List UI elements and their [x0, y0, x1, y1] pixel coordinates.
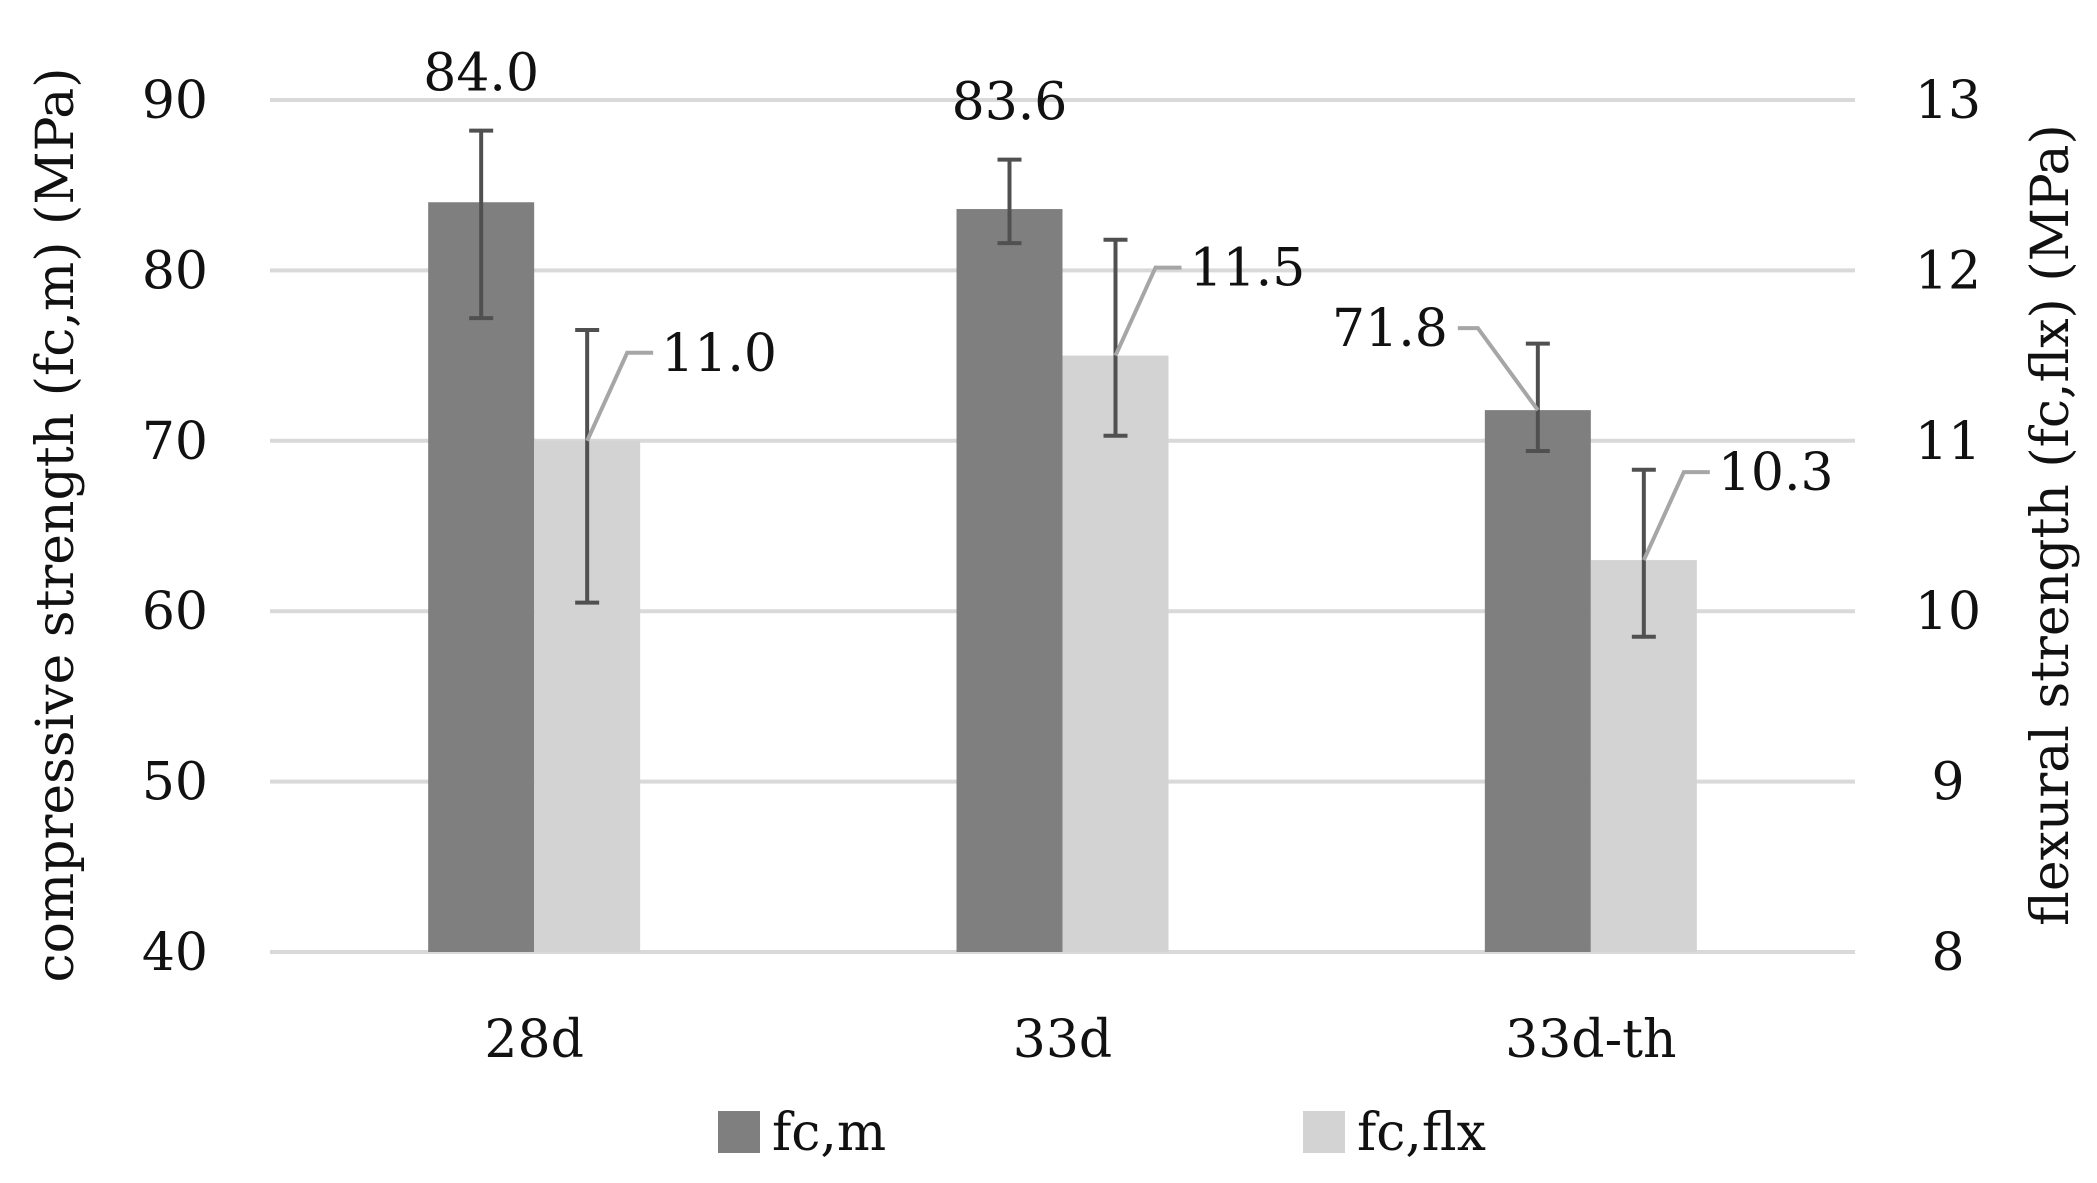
legend-label-fc-m: fc,m — [772, 1103, 886, 1163]
y-tick-label: 40 — [142, 923, 208, 983]
data-label: 71.8 — [1332, 299, 1448, 359]
legend: fc,m fc,flx — [718, 1103, 1486, 1163]
bar — [428, 202, 535, 953]
data-labels: 84.0 11.0 83.6 11.5 71.8 10.3 — [423, 44, 1834, 561]
data-label: 84.0 — [423, 44, 539, 104]
legend-swatch-fc-m — [718, 1111, 760, 1153]
y2-tick-label: 10 — [1915, 582, 1981, 642]
category-label: 28d — [484, 1010, 583, 1070]
legend-swatch-fc-flx — [1303, 1111, 1345, 1153]
right-axis-ticks: 8 9 10 11 12 13 — [1915, 71, 1981, 983]
y2-tick-label: 11 — [1915, 412, 1981, 472]
data-label: 10.3 — [1718, 443, 1834, 503]
y2-tick-label: 9 — [1931, 753, 1964, 813]
y2-tick-label: 12 — [1915, 241, 1981, 301]
y-tick-label: 90 — [142, 71, 208, 131]
legend-label-fc-flx: fc,flx — [1357, 1103, 1486, 1163]
y-tick-label: 80 — [142, 241, 208, 301]
data-label: 11.5 — [1190, 239, 1306, 299]
leader-line — [1457, 326, 1540, 412]
left-axis-ticks: 40 50 60 70 80 90 — [142, 71, 208, 983]
y2-axis-title: flexural strength (fc,flx) (MPa) — [2021, 124, 2081, 926]
category-label: 33d — [1013, 1010, 1112, 1070]
y-tick-label: 60 — [142, 582, 208, 642]
bar — [1484, 410, 1591, 952]
y-tick-label: 50 — [142, 753, 208, 813]
data-label: 83.6 — [952, 73, 1068, 133]
y-tick-label: 70 — [142, 412, 208, 472]
y-axis-title: compressive strength (fc,m) (MPa) — [26, 67, 86, 982]
category-labels: 28d 33d 33d-th — [484, 1010, 1676, 1070]
leader-line — [1113, 265, 1182, 357]
leader-line — [585, 350, 654, 442]
data-label: 11.0 — [661, 324, 777, 384]
error-bars — [469, 128, 1656, 639]
leader-line — [1642, 470, 1710, 561]
y2-tick-label: 8 — [1931, 923, 1964, 983]
bar — [956, 209, 1063, 952]
y2-tick-label: 13 — [1915, 71, 1981, 131]
bar — [1062, 355, 1169, 953]
bars — [428, 202, 1697, 953]
category-label: 33d-th — [1505, 1010, 1676, 1070]
